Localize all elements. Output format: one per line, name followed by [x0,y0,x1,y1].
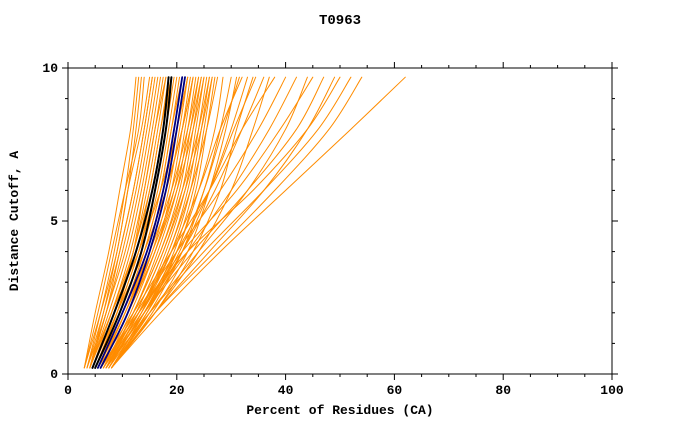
prediction-ensemble-curve [83,76,145,369]
prediction-ensemble-curve [111,76,363,369]
prediction-ensemble-curve [111,76,406,369]
prediction-ensemble-curve [102,76,341,369]
curves-layer [83,76,406,369]
y-tick-label: 0 [50,367,58,382]
y-axis-label: Distance Cutoff, A [7,151,22,292]
x-axis-label: Percent of Residues (CA) [246,403,433,418]
chart-title: T0963 [319,13,361,29]
prediction-ensemble-curve [89,76,153,369]
highlight-black-curve [94,76,173,369]
x-tick-label: 40 [278,383,294,398]
y-tick-label: 5 [50,214,58,229]
prediction-ensemble-curve [97,76,276,369]
prediction-ensemble-curve [105,76,352,369]
prediction-ensemble-curve [102,76,257,369]
x-tick-label: 80 [495,383,511,398]
highlight-navy-curve [97,76,184,369]
prediction-ensemble-curve [86,76,140,369]
x-tick-label: 20 [169,383,185,398]
x-tick-label: 60 [387,383,403,398]
prediction-ensemble-curve [108,76,219,369]
axis-ticks [62,62,618,380]
prediction-ensemble-curve [108,76,248,369]
prediction-ensemble-curve [83,76,137,369]
prediction-ensemble-curve [105,76,325,369]
x-tick-label: 100 [600,383,624,398]
prediction-ensemble-curve [111,76,238,369]
highlight-navy-curve [99,76,186,369]
prediction-ensemble-curve [89,76,161,369]
y-tick-label: 10 [42,61,58,76]
prediction-ensemble-curve [100,76,287,369]
axis-tick-labels: 0 20 40 60 80 100 0 5 10 [42,61,624,398]
prediction-ensemble-curve [94,76,167,369]
x-tick-label: 0 [64,383,72,398]
prediction-ensemble-curve [89,76,142,369]
prediction-ensemble-curve [102,76,194,369]
highlight-black-curve [91,76,170,369]
